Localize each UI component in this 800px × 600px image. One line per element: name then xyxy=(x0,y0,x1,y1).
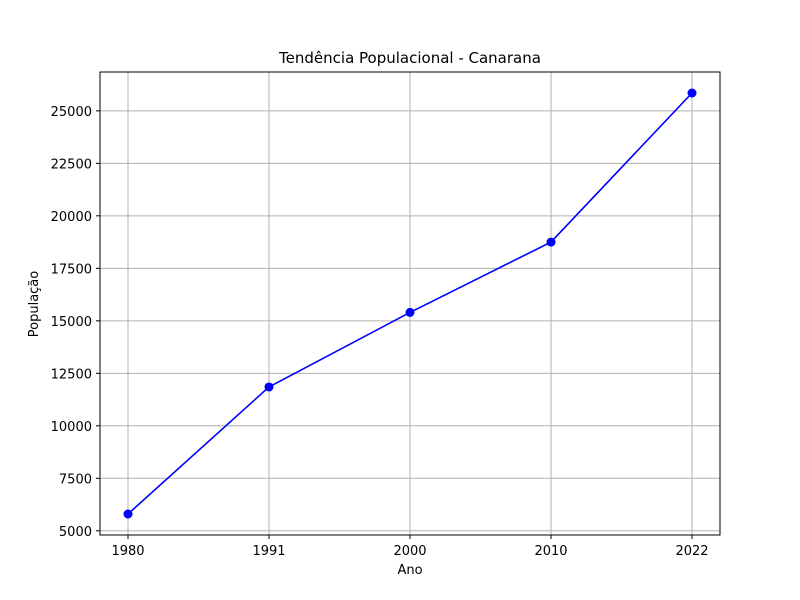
tick-layer: 1980 1991 2000 2010 2022 5000 7500 10000 12500 15… xyxy=(51,105,709,559)
y-tick-label: 12500 xyxy=(51,367,92,382)
data-point xyxy=(687,88,697,98)
x-axis-label: Ano xyxy=(397,563,422,578)
y-tick-label: 25000 xyxy=(51,105,92,120)
y-tick-label: 15000 xyxy=(51,315,92,330)
grid-layer xyxy=(100,72,720,535)
data-point xyxy=(264,382,274,392)
x-tick-label: 1980 xyxy=(111,544,144,559)
x-tick-label: 2010 xyxy=(534,544,567,559)
chart-title: Tendência Populacional - Canarana xyxy=(278,49,541,67)
y-tick-label: 17500 xyxy=(51,262,92,277)
x-tick-label: 2000 xyxy=(393,544,426,559)
y-tick-label: 22500 xyxy=(51,157,92,172)
series-layer xyxy=(123,88,697,519)
x-tick-label: 2022 xyxy=(675,544,708,559)
y-tick-label: 20000 xyxy=(51,210,92,225)
y-axis-label: População xyxy=(27,271,42,338)
data-point xyxy=(546,237,556,247)
x-tick-label: 1991 xyxy=(252,544,285,559)
data-point xyxy=(405,307,415,317)
y-tick-label: 10000 xyxy=(51,420,92,435)
y-tick-label: 5000 xyxy=(59,525,92,540)
data-point xyxy=(123,509,133,519)
y-tick-label: 7500 xyxy=(59,472,92,487)
